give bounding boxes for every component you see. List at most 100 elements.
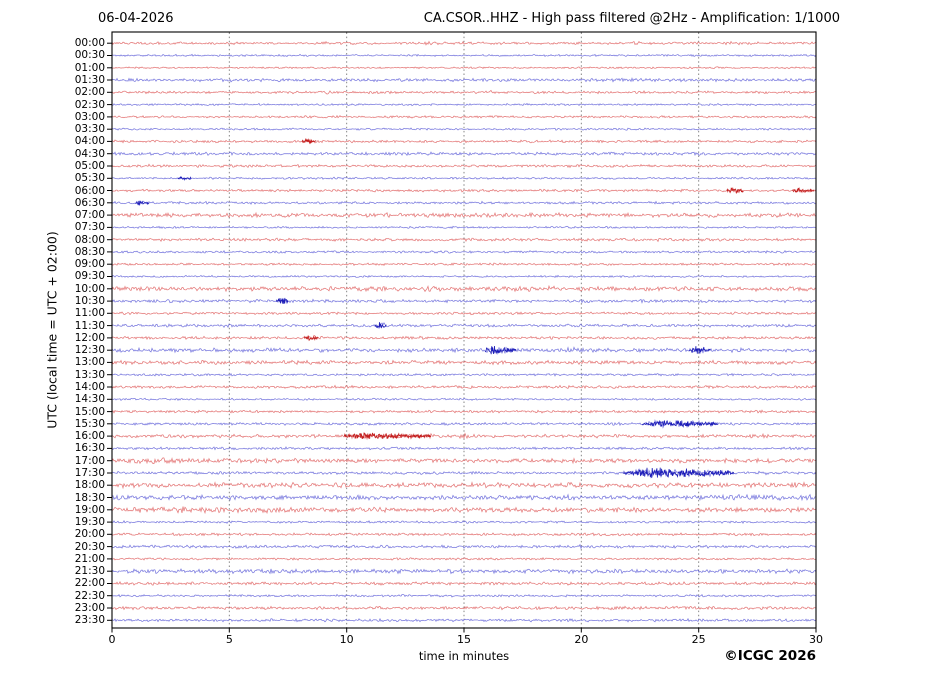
event-trace-04:00 [301, 138, 317, 145]
row-time-label: 10:30 [74, 295, 105, 308]
event-trace-10:30 [275, 298, 289, 304]
trace-09:30 [111, 274, 817, 279]
trace-00:00 [111, 40, 817, 46]
row-time-label: 03:00 [74, 110, 105, 123]
trace-21:30 [111, 567, 817, 575]
row-time-label: 17:00 [74, 454, 105, 467]
row-time-label: 20:00 [74, 528, 105, 541]
row-time-label: 19:30 [74, 516, 105, 529]
row-time-label: 04:30 [74, 147, 105, 160]
trace-01:00 [111, 66, 817, 70]
event-trace-12:30 [484, 345, 516, 355]
event-trace-06:00 [792, 187, 815, 193]
trace-05:00 [111, 163, 817, 169]
row-time-label: 12:00 [74, 331, 105, 344]
trace-03:30 [111, 127, 817, 131]
trace-23:30 [111, 617, 817, 623]
row-time-label: 15:30 [74, 417, 105, 430]
event-trace-15:30 [641, 419, 718, 428]
row-time-label: 14:30 [74, 393, 105, 406]
row-time-label: 07:00 [74, 209, 105, 222]
trace-04:00 [111, 138, 817, 144]
trace-19:30 [111, 520, 817, 525]
row-time-label: 16:00 [74, 430, 105, 443]
event-trace-05:30 [177, 176, 192, 181]
row-time-label: 02:30 [74, 98, 105, 111]
trace-10:00 [111, 284, 817, 293]
x-tick-label: 5 [225, 633, 233, 646]
row-time-label: 02:00 [74, 86, 105, 99]
trace-00:30 [111, 53, 817, 58]
row-time-label: 11:30 [74, 319, 105, 332]
row-time-label: 06:30 [74, 196, 105, 209]
trace-06:00 [111, 187, 817, 194]
row-time-label: 18:00 [74, 479, 105, 492]
event-trace-11:30 [374, 322, 387, 329]
trace-20:30 [111, 543, 817, 550]
row-time-label: 11:00 [74, 307, 105, 320]
trace-03:00 [111, 114, 817, 119]
trace-23:00 [111, 605, 817, 611]
row-time-label: 16:30 [74, 442, 105, 455]
x-tick-label: 30 [809, 633, 823, 646]
trace-08:00 [111, 237, 817, 243]
trace-14:30 [111, 397, 817, 401]
row-time-label: 03:30 [74, 123, 105, 136]
trace-02:00 [111, 89, 817, 95]
x-axis-label: time in minutes [418, 649, 510, 663]
trace-21:00 [111, 557, 817, 561]
row-time-label: 08:00 [74, 233, 105, 246]
row-time-label: 01:00 [74, 61, 105, 74]
trace-08:30 [112, 249, 817, 254]
row-time-label: 12:30 [74, 344, 105, 357]
row-time-label: 21:30 [74, 565, 105, 578]
row-time-label: 08:30 [74, 245, 105, 258]
trace-17:30 [111, 468, 817, 479]
trace-22:30 [111, 593, 817, 598]
row-time-label: 00:00 [74, 37, 105, 50]
trace-18:30 [111, 493, 817, 502]
plot-title: CA.CSOR..HHZ - High pass filtered @2Hz -… [423, 11, 840, 26]
trace-13:30 [111, 372, 816, 377]
row-time-label: 23:30 [74, 614, 105, 627]
trace-12:00 [111, 334, 817, 340]
row-time-label: 10:00 [74, 282, 105, 295]
row-time-label: 19:00 [74, 503, 105, 516]
row-time-label: 01:30 [74, 74, 105, 87]
row-time-label: 00:30 [74, 49, 105, 62]
row-time-label: 18:30 [74, 491, 105, 504]
row-time-label: 22:30 [74, 589, 105, 602]
row-time-label: 23:00 [74, 602, 105, 615]
trace-07:00 [111, 211, 817, 219]
trace-15:00 [111, 409, 817, 414]
trace-07:30 [111, 225, 817, 230]
trace-13:00 [111, 359, 817, 366]
copyright-label: ©ICGC 2026 [724, 648, 816, 664]
trace-17:00 [111, 457, 817, 465]
row-time-label: 09:30 [74, 270, 105, 283]
trace-06:30 [111, 200, 817, 206]
date-label: 06-04-2026 [98, 11, 174, 26]
trace-20:00 [111, 532, 817, 537]
row-time-label: 21:00 [74, 552, 105, 565]
trace-05:30 [111, 176, 817, 180]
row-time-label: 17:30 [74, 466, 105, 479]
event-trace-17:30 [623, 467, 735, 478]
trace-11:30 [111, 322, 817, 330]
trace-15:30 [111, 419, 817, 429]
event-trace-06:00 [726, 187, 744, 194]
x-tick-label: 25 [691, 633, 706, 646]
trace-04:30 [111, 151, 817, 157]
event-trace-12:00 [304, 335, 319, 342]
trace-19:00 [111, 506, 817, 515]
event-trace-06:30 [135, 200, 150, 206]
trace-16:00 [111, 432, 817, 441]
row-time-label: 15:00 [74, 405, 105, 418]
row-time-label: 09:00 [74, 258, 105, 271]
x-tick-label: 0 [108, 633, 116, 646]
event-trace-16:00 [343, 432, 432, 440]
trace-01:30 [111, 77, 817, 83]
